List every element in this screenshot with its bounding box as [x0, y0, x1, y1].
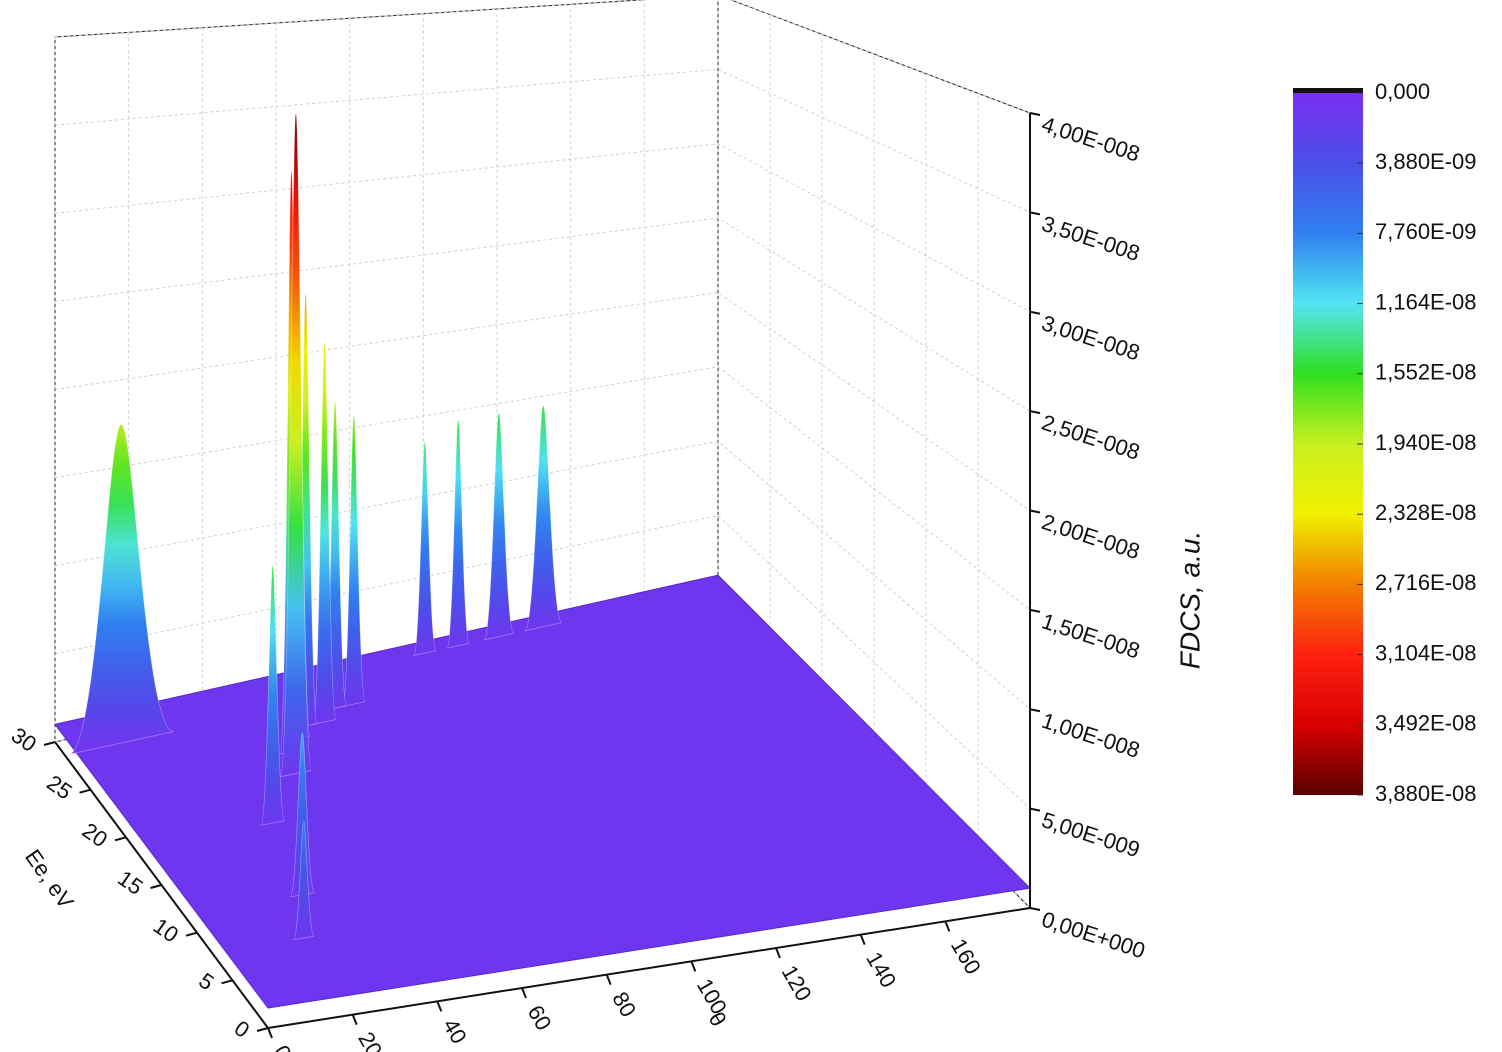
x-tick	[436, 1000, 443, 1012]
z-tick-label: 4,00E-008	[1039, 112, 1143, 167]
surface-peak	[293, 820, 315, 941]
colorbar-tick-label: 2,716E-08	[1375, 570, 1477, 595]
z-tick	[1029, 708, 1041, 713]
x-tick	[859, 934, 866, 946]
colorbar-tick-label: 0,000	[1375, 79, 1430, 104]
x-tick-label: 140	[861, 948, 901, 992]
y-tick-label: 15	[113, 865, 147, 900]
x-tick-label: 40	[438, 1014, 472, 1048]
surface-peak	[260, 565, 285, 826]
colorbar-tick-label: 3,492E-08	[1375, 711, 1477, 736]
z-tick	[1029, 410, 1041, 415]
grid-line	[54, 440, 1031, 710]
x-tick-label: 160	[946, 934, 986, 978]
y-tick	[43, 741, 56, 746]
z-tick-label: 3,50E-008	[1039, 211, 1143, 266]
grid-line	[54, 68, 1031, 213]
z-axis-label: FDCS, a.u.	[1174, 531, 1205, 669]
surface-peak	[413, 441, 437, 656]
x-tick-label: 20	[353, 1028, 387, 1052]
x-tick-label: 120	[777, 961, 817, 1005]
colorbar-tick-label: 1,552E-08	[1375, 360, 1477, 385]
z-tick	[1029, 310, 1041, 315]
surface-peak	[280, 113, 312, 778]
x-tick	[521, 987, 527, 999]
colorbar-tick-label: 2,328E-08	[1375, 500, 1477, 525]
y-tick	[221, 979, 233, 985]
z-tick	[1029, 509, 1041, 514]
z-tick	[1029, 112, 1041, 116]
z-tick-label: 2,50E-008	[1039, 410, 1143, 465]
x-tick	[605, 974, 612, 986]
grid-line	[54, 291, 1031, 511]
z-tick-label: 0,00E+000	[1039, 907, 1149, 964]
y-tick	[185, 931, 198, 937]
x-tick-label: 0	[269, 1041, 297, 1052]
y-tick-label: 25	[42, 770, 76, 805]
grid-line	[54, 515, 1031, 809]
y-tick-label: 5	[194, 968, 218, 996]
z-tick-label: 1,50E-008	[1039, 608, 1143, 663]
z-tick	[1029, 907, 1041, 911]
x-tick	[944, 920, 951, 932]
z-tick-label: 3,00E-008	[1039, 310, 1143, 365]
y-tick-label: 20	[78, 818, 112, 853]
grid-line	[54, 143, 1031, 313]
x-tick-label: 80	[607, 988, 641, 1022]
x-tick	[775, 947, 781, 959]
x-tick	[690, 960, 697, 972]
colorbar	[1293, 93, 1363, 795]
x-tick	[267, 1027, 273, 1039]
x-tick-label: 60	[523, 1001, 557, 1035]
y-tick	[114, 836, 127, 842]
colorbar-tick-label: 1,940E-08	[1375, 430, 1477, 455]
surface-peak	[68, 424, 174, 755]
y-axis-label: Ee, eV	[20, 845, 79, 914]
y-tick	[256, 1027, 269, 1032]
grid-line	[54, 217, 1031, 412]
colorbar-tick-label: 1,164E-08	[1375, 289, 1477, 314]
y-tick-label: 0	[230, 1015, 254, 1043]
y-tick-label: 30	[7, 722, 41, 757]
y-tick-label: 10	[149, 913, 183, 948]
x-axis	[267, 907, 1031, 1029]
surface-peak	[312, 342, 337, 725]
x-tick	[351, 1014, 358, 1026]
z-tick	[1029, 608, 1041, 613]
colorbar-tick-label: 3,880E-08	[1375, 781, 1477, 806]
z-tick	[1029, 807, 1041, 812]
z-tick	[1029, 211, 1041, 216]
surface-peak	[524, 405, 563, 632]
z-tick-label: 1,00E-008	[1039, 708, 1143, 763]
surface-peak	[446, 419, 470, 649]
surface-peak	[342, 414, 366, 707]
colorbar-tick-label: 3,880E-09	[1375, 149, 1477, 174]
colorbar-tick-label: 3,104E-08	[1375, 640, 1477, 665]
grid-line	[54, 366, 1031, 611]
y-tick	[150, 884, 162, 889]
z-tick-label: 5,00E-009	[1039, 807, 1143, 862]
colorbar-top	[1293, 88, 1363, 93]
y-tick	[79, 788, 91, 794]
surface-peak	[483, 412, 515, 641]
z-tick-label: 2,00E-008	[1039, 509, 1143, 564]
colorbar-tick-label: 7,760E-09	[1375, 219, 1477, 244]
surface-peak	[289, 732, 315, 898]
